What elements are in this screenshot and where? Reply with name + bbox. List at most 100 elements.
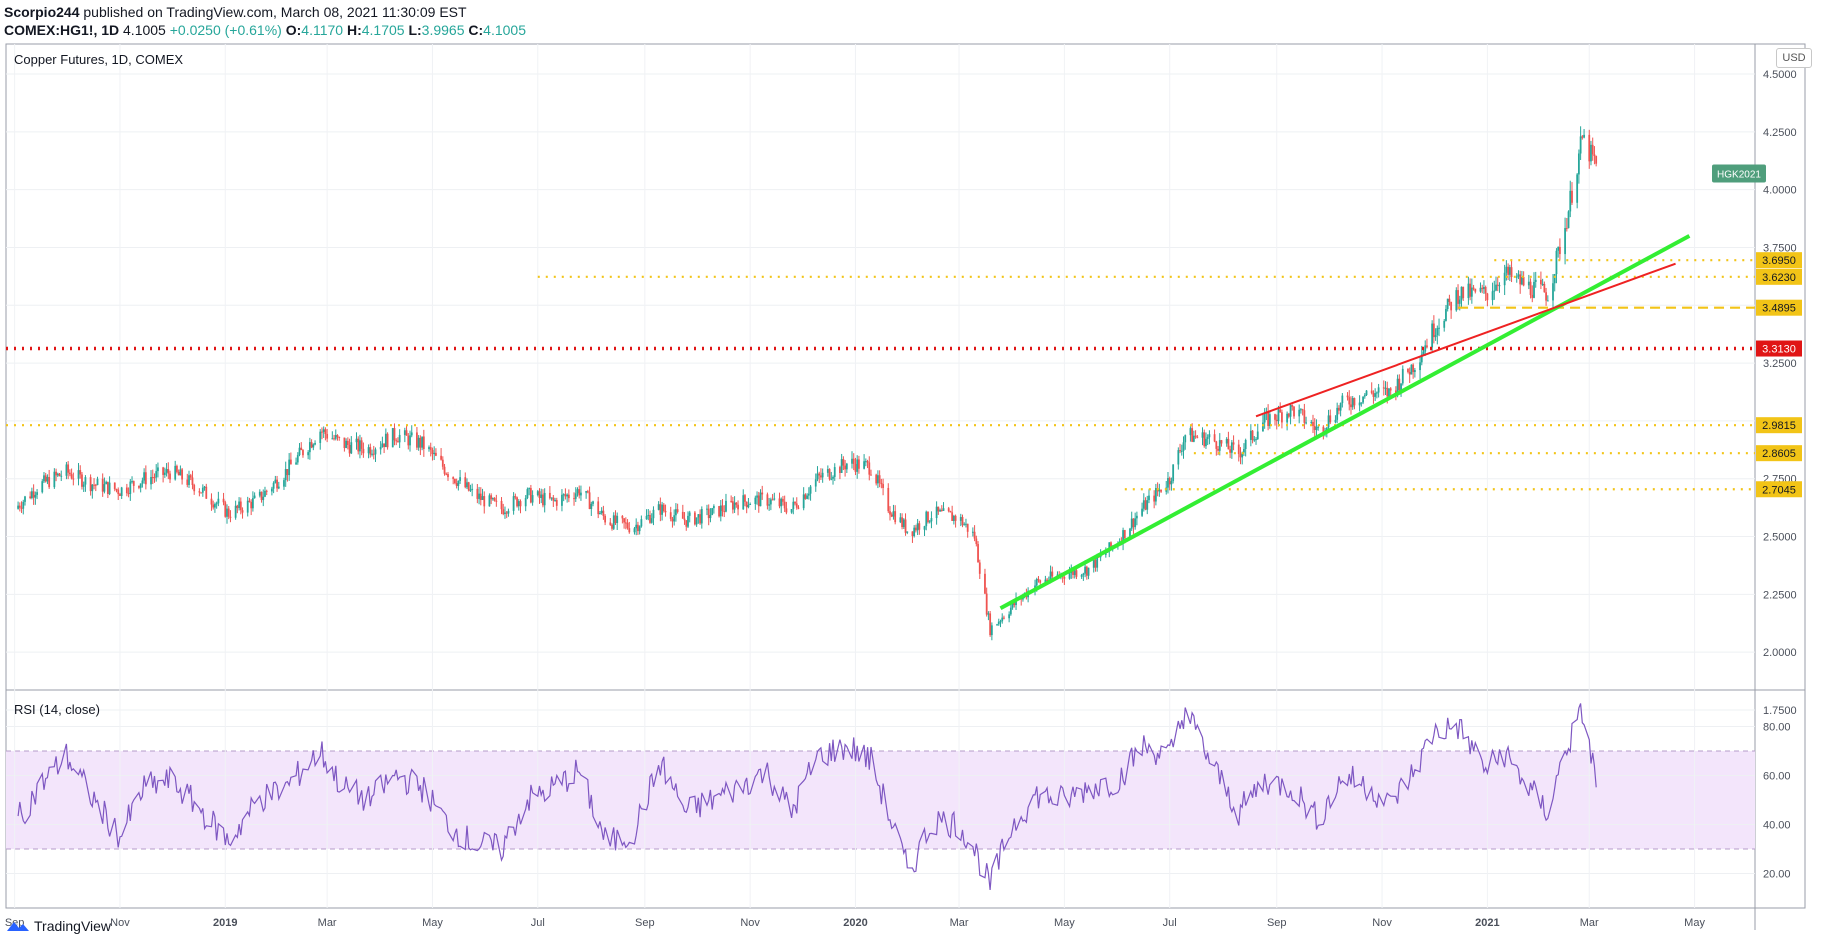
candle-body bbox=[459, 477, 461, 481]
candle-body bbox=[410, 432, 413, 436]
candle-body bbox=[217, 498, 220, 504]
main-chart-title: Copper Futures, 1D, COMEX bbox=[14, 52, 184, 67]
candle-body bbox=[379, 446, 382, 450]
candle-body bbox=[963, 524, 966, 526]
candle-body bbox=[234, 505, 237, 518]
candle-body bbox=[697, 514, 700, 518]
candle-body bbox=[516, 497, 518, 507]
candle-body bbox=[1358, 402, 1361, 406]
rsi-tick-label: 20.00 bbox=[1763, 869, 1791, 881]
candle-body bbox=[951, 512, 954, 521]
time-tick-label: Jul bbox=[531, 917, 545, 929]
time-tick-label: Sep bbox=[1267, 917, 1287, 929]
candle-body bbox=[1474, 288, 1477, 292]
candle-body bbox=[899, 517, 902, 523]
candle-body bbox=[875, 474, 878, 484]
candle-body bbox=[685, 520, 688, 527]
candle-body bbox=[1044, 579, 1047, 583]
candle-body bbox=[845, 463, 848, 470]
candle-body bbox=[1085, 566, 1088, 576]
candle-body bbox=[355, 438, 358, 443]
candle-body bbox=[650, 518, 653, 523]
candle-body bbox=[324, 429, 327, 434]
publisher-line: Scorpio244 published on TradingView.com,… bbox=[4, 4, 467, 20]
candle-body bbox=[1483, 287, 1485, 290]
candle-body bbox=[1253, 439, 1256, 441]
candle-body bbox=[574, 493, 577, 499]
candle-body bbox=[882, 484, 884, 488]
candle-body bbox=[383, 443, 386, 448]
candle-body bbox=[405, 430, 408, 436]
candle-body bbox=[478, 493, 480, 499]
candle-body bbox=[721, 505, 724, 512]
candle-body bbox=[585, 491, 588, 493]
candle-body bbox=[911, 531, 914, 537]
candle-body bbox=[1498, 285, 1501, 287]
candle-body bbox=[205, 486, 208, 499]
candle-body bbox=[84, 477, 87, 485]
candle-body bbox=[1541, 283, 1544, 285]
candle-body bbox=[719, 505, 722, 517]
published-text: published on TradingView.com, March 08, … bbox=[83, 4, 467, 20]
low-label: L: bbox=[408, 22, 422, 38]
candle-body bbox=[735, 502, 738, 505]
candle-body bbox=[566, 494, 569, 497]
candle-body bbox=[1170, 481, 1173, 485]
candle-body bbox=[1446, 298, 1449, 309]
candle-body bbox=[226, 508, 228, 517]
candle-body bbox=[1590, 144, 1592, 162]
candle-body bbox=[749, 503, 752, 505]
candle-body bbox=[616, 515, 619, 524]
level-price-tag bbox=[1756, 252, 1802, 269]
candle-body bbox=[93, 484, 95, 486]
candle-body bbox=[24, 496, 26, 502]
candle-body bbox=[167, 469, 170, 474]
candle-body bbox=[222, 498, 225, 503]
candle-body bbox=[348, 445, 351, 454]
candle-body bbox=[1565, 228, 1568, 230]
candle-body bbox=[519, 501, 522, 507]
candle-body bbox=[573, 498, 575, 500]
open-label: O: bbox=[285, 22, 302, 38]
candle-body bbox=[1374, 393, 1377, 397]
candle-body bbox=[1521, 277, 1523, 285]
candle-body bbox=[429, 447, 432, 450]
candle-body bbox=[79, 470, 82, 475]
candle-body bbox=[552, 497, 555, 501]
currency-button[interactable]: USD bbox=[1776, 48, 1812, 68]
candle-body bbox=[928, 521, 931, 523]
candle-body bbox=[108, 482, 111, 494]
candle-body bbox=[155, 471, 158, 478]
candle-body bbox=[935, 506, 938, 519]
candle-body bbox=[623, 518, 626, 523]
candle-body bbox=[832, 476, 834, 479]
time-tick-label: Nov bbox=[1372, 917, 1392, 929]
candle-body bbox=[809, 486, 812, 494]
time-tick-label: Mar bbox=[1580, 917, 1599, 929]
candle-body bbox=[989, 613, 992, 636]
candle-body bbox=[1341, 395, 1344, 404]
candle-body bbox=[820, 475, 822, 478]
high-label: H: bbox=[346, 22, 362, 38]
candle-body bbox=[695, 517, 698, 525]
rsi-title: RSI (14, close) bbox=[14, 702, 100, 717]
candle-body bbox=[1370, 390, 1373, 394]
candle-body bbox=[711, 508, 714, 515]
candle-body bbox=[416, 432, 418, 448]
candle-body bbox=[745, 501, 748, 508]
candle-body bbox=[284, 469, 287, 481]
candle-body bbox=[131, 481, 133, 483]
candle-body bbox=[1533, 281, 1535, 298]
candle-body bbox=[369, 447, 372, 455]
candle-body bbox=[1144, 500, 1147, 510]
candle-body bbox=[744, 495, 746, 502]
candle-body bbox=[357, 438, 360, 452]
candle-body bbox=[30, 491, 33, 499]
time-tick-label: 2021 bbox=[1475, 917, 1499, 929]
candle-body bbox=[326, 433, 329, 439]
candle-body bbox=[852, 458, 855, 464]
candle-body bbox=[1579, 136, 1582, 154]
candle-body bbox=[374, 449, 377, 455]
candle-body bbox=[1301, 409, 1304, 411]
